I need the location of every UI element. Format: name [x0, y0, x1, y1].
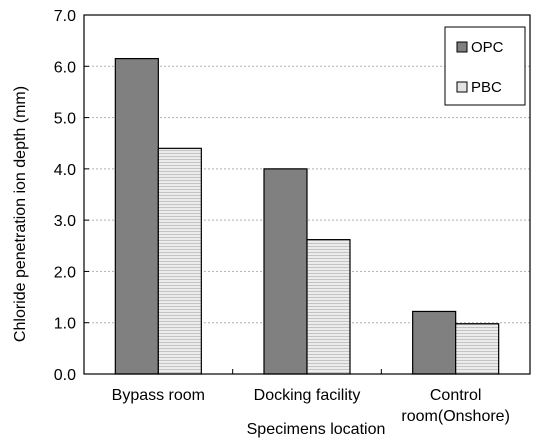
y-tick-label: 4.0: [54, 162, 76, 179]
y-tick-label: 7.0: [54, 8, 76, 25]
bar-pbc-1: [306, 239, 351, 375]
legend: OPC PBC: [444, 26, 526, 106]
y-tick-label: 2.0: [54, 264, 76, 281]
x-axis-title: Specimens location: [247, 421, 386, 438]
bar-opc-2: [412, 310, 457, 375]
y-tick-label: 0.0: [54, 367, 76, 384]
y-tick-label: 1.0: [54, 316, 76, 333]
x-axis: Bypass room Docking facility Control room(O…: [112, 369, 510, 425]
legend-label-pbc: PBC: [471, 79, 502, 96]
x-tick-label: Docking facility: [254, 387, 361, 404]
bar-pbc-0: [157, 147, 202, 375]
legend-swatch-opc: [456, 41, 468, 53]
x-tick-label: Bypass room: [112, 387, 205, 404]
bar-opc-1: [263, 168, 308, 375]
y-tick-label: 5.0: [54, 111, 76, 128]
y-tick-label: 3.0: [54, 213, 76, 230]
bar-pbc-2: [455, 323, 500, 375]
y-axis: 0.0 1.0 2.0 3.0 4.0 5.0 6.0 7.0: [54, 8, 89, 384]
y-tick-label: 6.0: [54, 59, 76, 76]
legend-label-opc: OPC: [471, 39, 504, 56]
x-tick-label: room(Onshore): [401, 408, 509, 425]
bars: [114, 57, 500, 375]
bar-opc-0: [114, 57, 159, 375]
plot-frame: [83, 14, 531, 375]
legend-swatch-pbc: [456, 81, 468, 93]
x-tick-label: Control: [430, 387, 482, 404]
y-axis-title: Chloride penetration ion depth (mm): [12, 86, 29, 342]
